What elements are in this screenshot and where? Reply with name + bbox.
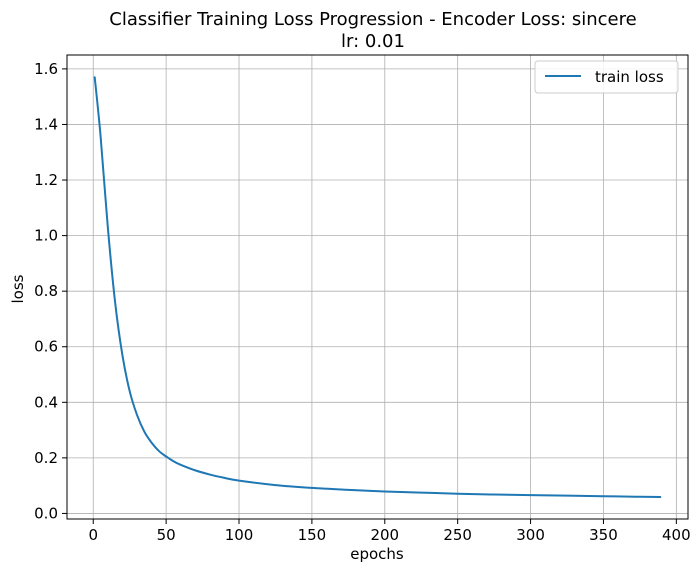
x-tick-label: 0 <box>88 526 98 544</box>
y-axis-label: loss <box>9 274 27 303</box>
y-tick-label: 0.6 <box>34 338 58 356</box>
y-tick-label: 1.0 <box>34 227 58 245</box>
plot-frame <box>66 54 689 520</box>
x-tick-label: 200 <box>370 526 399 544</box>
x-tick-label: 350 <box>589 526 618 544</box>
x-tick-label: 50 <box>157 526 176 544</box>
x-tick-label: 150 <box>298 526 327 544</box>
x-axis-label: epochs <box>350 545 404 563</box>
x-tick-label: 400 <box>662 526 691 544</box>
chart-subtitle: lr: 0.01 <box>341 31 405 52</box>
series-layer <box>93 76 662 499</box>
y-tick-label: 1.2 <box>34 171 58 189</box>
y-tick-label: 0.4 <box>34 393 58 411</box>
y-tick-label: 0.0 <box>34 504 58 522</box>
series-line-train-loss <box>93 76 662 499</box>
x-tick-label: 250 <box>443 526 472 544</box>
legend-label-train-loss: train loss <box>595 68 664 86</box>
x-tick-label: 300 <box>516 526 545 544</box>
y-tick-label: 1.4 <box>34 115 58 133</box>
y-tick-label: 0.2 <box>34 449 58 467</box>
y-tick-label: 1.6 <box>34 60 58 78</box>
grid-lines <box>67 55 688 519</box>
legend: train loss <box>534 60 679 94</box>
legend-box <box>534 60 679 94</box>
y-tick-label: 0.8 <box>34 282 58 300</box>
x-tick-label: 100 <box>225 526 254 544</box>
chart-title: Classifier Training Loss Progression - E… <box>109 9 636 30</box>
tick-layer: 0 50 100 150 200 250 300 350 400 0.0 0.2 0.4 0.6 0.8 1… <box>34 60 691 544</box>
